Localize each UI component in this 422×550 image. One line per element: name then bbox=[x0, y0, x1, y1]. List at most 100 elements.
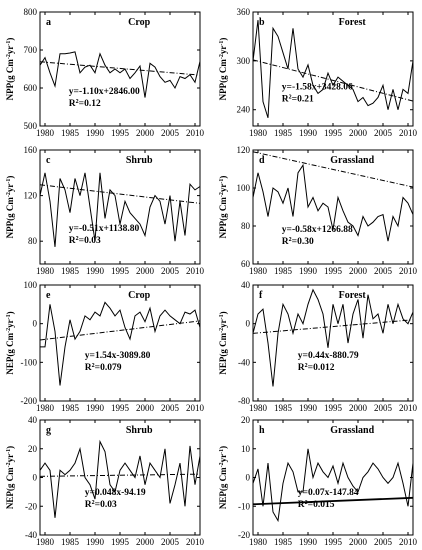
x-tick-label: 2010 bbox=[186, 403, 205, 413]
trend-equation: y=0.07x-147.84 bbox=[298, 488, 359, 498]
trend-equation: y=-1.58x+3428.06 bbox=[282, 83, 353, 93]
trend-equation: y=0.44x-880.79 bbox=[298, 351, 359, 361]
panel-letter: a bbox=[46, 17, 51, 28]
panel-c: 80 120 160 1980 1985 1990 1995 2000 2005 2010 c Shr… bbox=[5, 145, 205, 276]
y-tick-label: 700 bbox=[24, 45, 38, 55]
panel-g: -40 -20 0 20 40 1980 1985 1990 1995 2000 2005 2010 g… bbox=[5, 415, 205, 547]
x-tick-label: 2005 bbox=[161, 403, 180, 413]
x-tick-label: 1980 bbox=[36, 128, 55, 138]
x-tick-label: 1990 bbox=[86, 403, 105, 413]
y-tick-label: 800 bbox=[24, 7, 38, 17]
x-tick-label: 2005 bbox=[374, 128, 393, 138]
series-line bbox=[252, 448, 414, 523]
y-tick-label: 80 bbox=[28, 236, 38, 246]
panel-a: 500 600 700 800 1980 1985 1990 1995 2000 2005 2010… bbox=[5, 7, 205, 138]
x-tick-label: 1995 bbox=[324, 403, 343, 413]
y-tick-label: 100 bbox=[237, 183, 251, 193]
trend-line bbox=[252, 151, 414, 188]
panel-title: Forest bbox=[339, 290, 367, 301]
r-squared: R2=0.30 bbox=[282, 237, 314, 247]
x-tick-label: 1980 bbox=[249, 266, 268, 276]
y-axis-label: NEP(g Cm-2yr-1) bbox=[218, 446, 228, 509]
x-tick-label: 1985 bbox=[274, 403, 293, 413]
series-line bbox=[39, 172, 201, 247]
panel-letter: d bbox=[259, 155, 265, 166]
y-tick-label: 80 bbox=[241, 221, 251, 231]
trend-line bbox=[252, 319, 414, 334]
r-squared: R2=0.079 bbox=[85, 363, 122, 373]
y-tick-label: -20 bbox=[238, 530, 250, 540]
series-line bbox=[39, 51, 201, 98]
panel-letter: b bbox=[259, 17, 265, 28]
y-tick-label: 0 bbox=[246, 319, 251, 329]
y-tick-label: 0 bbox=[33, 473, 38, 483]
y-tick-label: 500 bbox=[24, 121, 38, 131]
x-tick-label: 1995 bbox=[111, 266, 130, 276]
x-tick-label: 2010 bbox=[399, 128, 418, 138]
y-axis-label: NPP(g Cm-2yr-1) bbox=[218, 38, 228, 101]
panel-title: Shrub bbox=[126, 425, 153, 436]
y-tick-label: 20 bbox=[241, 415, 251, 425]
series-line bbox=[39, 439, 201, 518]
y-axis-label: NPP(g Cm-2yr-1) bbox=[218, 176, 228, 239]
x-tick-label: 2000 bbox=[136, 537, 155, 547]
series-line bbox=[40, 301, 201, 386]
x-tick-label: 1980 bbox=[249, 128, 268, 138]
series-line bbox=[252, 288, 414, 387]
r-squared: R2=0.015 bbox=[298, 500, 335, 510]
y-tick-label: 160 bbox=[24, 145, 38, 155]
x-tick-label: 2010 bbox=[399, 537, 418, 547]
x-tick-label: 1995 bbox=[324, 266, 343, 276]
x-tick-label: 1980 bbox=[249, 403, 268, 413]
y-tick-label: 40 bbox=[241, 280, 251, 290]
x-tick-label: 2010 bbox=[186, 537, 205, 547]
panel-letter: e bbox=[46, 290, 51, 301]
panel-title: Crop bbox=[128, 290, 150, 301]
panel-letter: h bbox=[259, 425, 265, 436]
panel-e: -200 -100 0 100 1980 1985 1990 1995 2000 2005 2010… bbox=[5, 280, 205, 413]
r-squared: R2=0.21 bbox=[282, 95, 314, 105]
series-line bbox=[252, 163, 414, 242]
r-squared: R2=0.12 bbox=[69, 99, 101, 109]
trend-line bbox=[252, 496, 414, 506]
y-axis-label: NEP(g Cm-2yr-1) bbox=[218, 311, 228, 374]
y-tick-label: -40 bbox=[25, 530, 37, 540]
panel-title: Forest bbox=[339, 17, 367, 28]
x-tick-label: 2005 bbox=[161, 128, 180, 138]
trend-line bbox=[39, 61, 201, 76]
panel-b: 240 300 360 1980 1985 1990 1995 2000 2005 2010 b Fo… bbox=[218, 7, 418, 138]
trend-equation: y=-0.58x+1266.88 bbox=[282, 225, 353, 235]
y-tick-label: 360 bbox=[237, 7, 251, 17]
trend-equation: y=1.54x-3089.80 bbox=[85, 351, 151, 361]
x-tick-label: 1985 bbox=[61, 537, 80, 547]
x-tick-label: 2000 bbox=[349, 403, 368, 413]
x-tick-label: 1980 bbox=[249, 537, 268, 547]
panel-title: Grassland bbox=[330, 155, 374, 166]
panel-d: 60 80 100 120 1980 1985 1990 1995 2000 2005 2010 d G… bbox=[218, 145, 418, 276]
x-tick-label: 1990 bbox=[299, 128, 318, 138]
x-tick-label: 2005 bbox=[161, 537, 180, 547]
x-tick-label: 2000 bbox=[136, 128, 155, 138]
y-tick-label: 240 bbox=[237, 105, 251, 115]
x-tick-label: 2005 bbox=[374, 266, 393, 276]
x-tick-label: 1995 bbox=[111, 403, 130, 413]
plot-frame bbox=[39, 284, 201, 402]
x-tick-label: 1990 bbox=[86, 537, 105, 547]
x-tick-label: 1985 bbox=[61, 266, 80, 276]
x-tick-label: 1995 bbox=[324, 537, 343, 547]
y-tick-label: 10 bbox=[241, 444, 251, 454]
trend-line bbox=[39, 184, 201, 204]
y-tick-label: 120 bbox=[24, 191, 38, 201]
y-tick-label: 100 bbox=[24, 280, 38, 290]
x-tick-label: 2000 bbox=[136, 403, 155, 413]
x-tick-label: 2010 bbox=[186, 266, 205, 276]
y-tick-label: 20 bbox=[28, 444, 38, 454]
x-tick-label: 2000 bbox=[349, 128, 368, 138]
y-tick-label: -200 bbox=[21, 396, 38, 406]
x-tick-label: 2000 bbox=[349, 266, 368, 276]
trend-equation: y=0.048x-94.19 bbox=[85, 488, 146, 498]
y-tick-label: -10 bbox=[238, 501, 250, 511]
x-tick-label: 1985 bbox=[274, 266, 293, 276]
x-tick-label: 1995 bbox=[324, 128, 343, 138]
trend-equation: y=-1.10x+2846.00 bbox=[69, 87, 140, 97]
